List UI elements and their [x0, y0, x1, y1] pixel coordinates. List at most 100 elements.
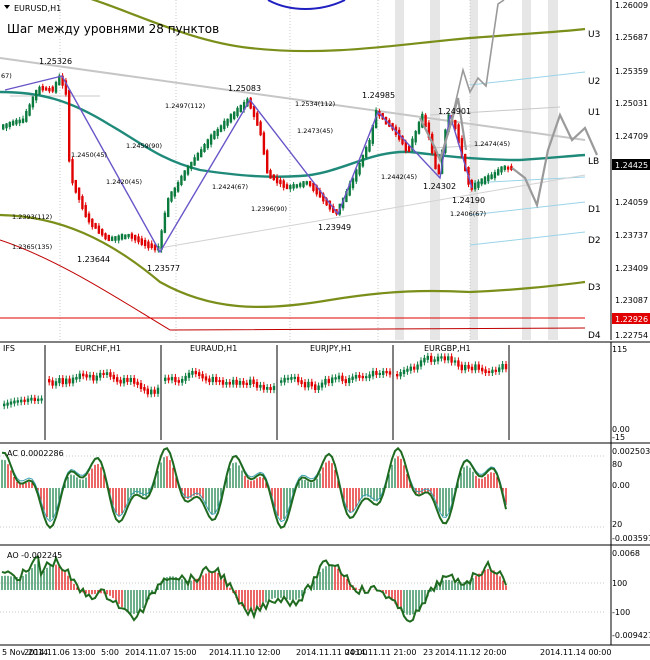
candle-body — [361, 154, 365, 167]
mini-body — [501, 363, 504, 370]
triangle-down-icon[interactable] — [4, 5, 10, 9]
mini-body — [109, 372, 112, 377]
mini-body — [170, 376, 174, 381]
candle-body — [368, 139, 371, 152]
ao-scale: 100 — [612, 579, 627, 588]
mini-body — [324, 378, 327, 385]
mini-body — [290, 377, 293, 380]
candle-body — [404, 141, 407, 152]
candle-body — [233, 111, 236, 120]
mini-body — [272, 385, 276, 391]
candle-body — [332, 205, 335, 213]
mini-body — [232, 379, 235, 385]
price-tick: 1.23737 — [615, 231, 648, 240]
candle-body — [18, 119, 21, 124]
mini-body — [13, 400, 16, 404]
forecast-path — [511, 112, 599, 209]
candle-body — [266, 150, 269, 174]
mini-body — [102, 372, 105, 375]
candle-body — [328, 200, 332, 210]
mini-body — [75, 376, 78, 380]
mini-body — [208, 378, 211, 383]
mini-body — [402, 369, 406, 375]
time-axis[interactable]: 5 Nov 2014 2014.11.06 13:00 5:00 2014.11… — [0, 342, 650, 660]
mini-body — [419, 360, 423, 367]
candle-body — [203, 144, 206, 153]
mini-pair: EURGBP,H1 — [424, 344, 471, 353]
candle-body — [477, 181, 480, 188]
candle-body — [140, 238, 143, 245]
time-tick: 5:00 — [101, 648, 119, 657]
candle-body — [35, 89, 38, 101]
mini-body — [460, 364, 463, 371]
mini-body — [477, 364, 480, 370]
candle-body — [150, 243, 153, 249]
candle-body — [183, 170, 186, 181]
mini-body — [245, 382, 248, 386]
mini-body — [204, 376, 208, 381]
extreme-label: 1.25326 — [39, 57, 72, 66]
mini-body — [470, 366, 474, 371]
mini-body — [430, 355, 433, 362]
mini-body — [88, 374, 92, 378]
candle-body — [510, 165, 513, 171]
candle-body — [196, 152, 200, 161]
candle-body — [355, 169, 358, 182]
mini-body — [371, 370, 375, 377]
mini-body — [194, 370, 197, 375]
candle-body — [401, 135, 404, 145]
candle-body — [411, 138, 414, 151]
candle-body — [120, 234, 124, 240]
extreme-label: 1.23949 — [318, 223, 351, 232]
level-d2: D2 — [588, 236, 601, 246]
mini-body — [68, 378, 71, 384]
candle-body — [480, 178, 483, 185]
mini-body — [9, 401, 13, 405]
ac-scale: -0.003597 — [612, 534, 650, 543]
fib-label: 1.2365(135) — [12, 243, 52, 251]
candle-body — [173, 187, 176, 197]
candle-body — [229, 114, 233, 123]
candle-body — [424, 114, 427, 128]
price-tick: 1.25031 — [615, 99, 648, 108]
mini-body — [16, 400, 19, 403]
fib-label: 1.2396(90) — [251, 205, 287, 213]
candle-body — [130, 233, 134, 239]
mini-body — [20, 399, 23, 403]
mini-body — [225, 382, 228, 385]
price-tick: 1.24059 — [615, 198, 648, 207]
candle-body — [71, 159, 74, 184]
mini-body — [378, 372, 381, 375]
ac-scale: 80 — [612, 460, 622, 469]
candle-body — [160, 230, 163, 250]
mini-body — [269, 387, 272, 391]
current-price: 1.24425 — [615, 161, 648, 170]
candle-body — [417, 121, 421, 134]
candle-body — [302, 181, 305, 188]
candle-body — [167, 198, 170, 218]
ao-line — [1, 555, 507, 623]
level-lb: LB — [588, 157, 599, 167]
candle-body — [414, 130, 417, 143]
channel-upper — [90, 0, 586, 53]
mini-body — [423, 357, 426, 363]
fib-label: 1.2473(45) — [297, 127, 333, 135]
mini-body — [388, 371, 392, 375]
level-d4: D4 — [588, 331, 601, 341]
mini-body — [399, 372, 402, 377]
mini-body — [48, 379, 51, 383]
mini-body — [344, 379, 347, 384]
mini-body — [85, 374, 88, 378]
mini-body — [474, 364, 477, 371]
mini-body — [293, 376, 296, 380]
ac-scale: 0.002503 — [612, 447, 650, 456]
level-u1: U1 — [588, 108, 600, 118]
mini-body — [375, 370, 378, 375]
mini-body — [491, 369, 494, 373]
candle-body — [193, 157, 196, 166]
mini-body — [201, 374, 204, 379]
price-axis[interactable]: 1.26009 1.25687 1.25359 1.25031 1.24709 … — [610, 0, 650, 340]
candle-body — [77, 187, 81, 200]
candle-body — [434, 149, 437, 170]
level-d1: D1 — [588, 205, 601, 215]
